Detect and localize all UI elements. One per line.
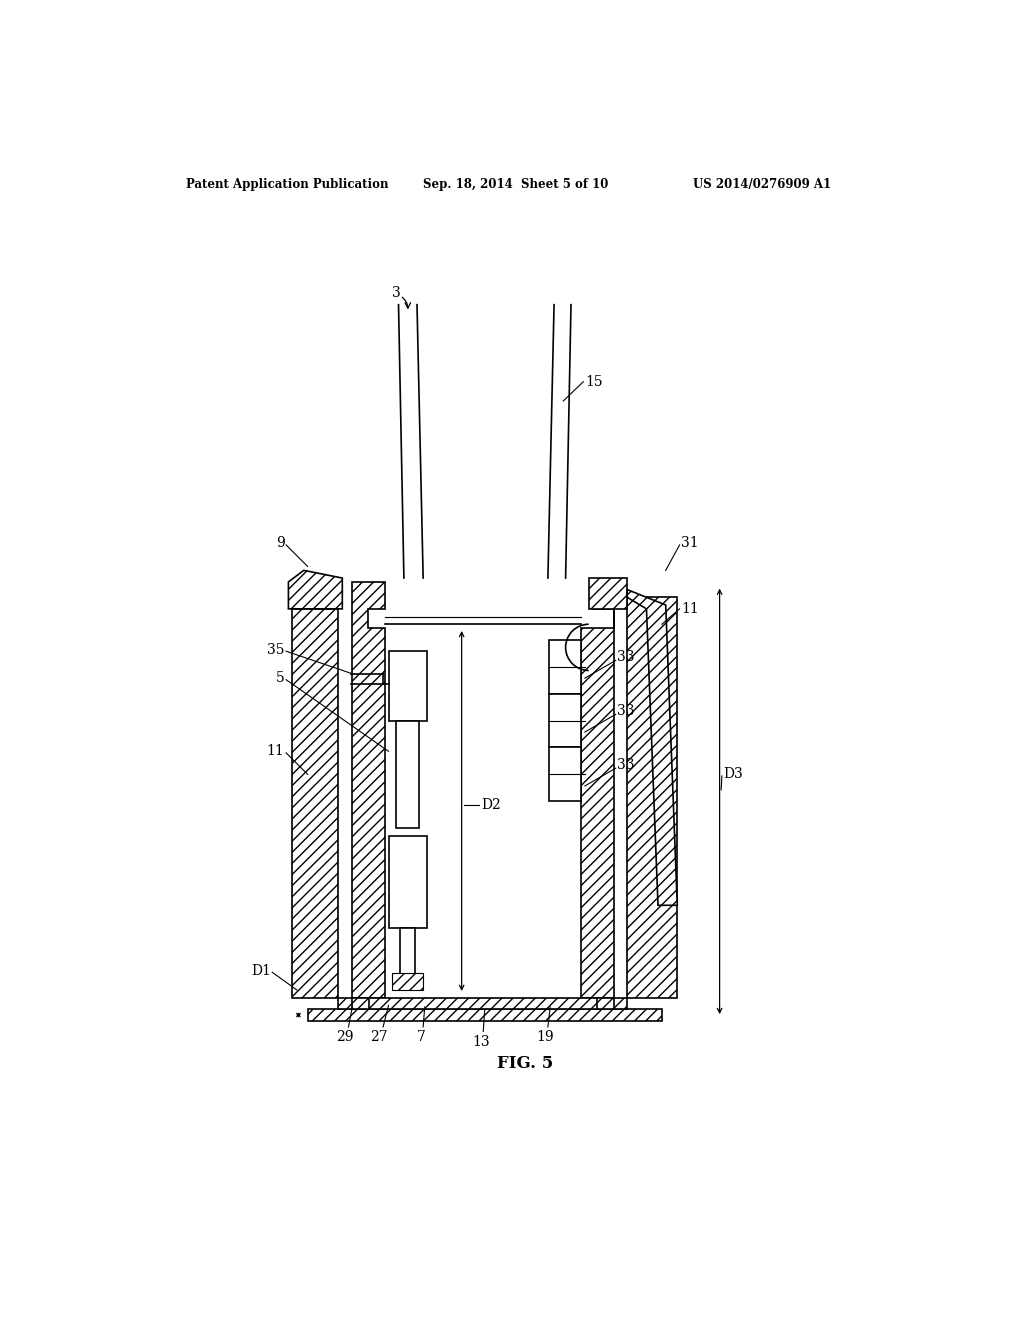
Bar [396, 721, 419, 829]
Text: 5: 5 [275, 671, 285, 685]
Text: 33: 33 [617, 705, 635, 718]
Bar [307, 1010, 662, 1020]
Bar [400, 928, 416, 974]
Text: 9: 9 [275, 536, 285, 550]
Bar [549, 693, 581, 747]
Bar [292, 609, 339, 998]
Text: D2: D2 [481, 799, 501, 812]
Text: 13: 13 [472, 1035, 489, 1048]
Bar [628, 598, 677, 998]
Bar [388, 836, 427, 928]
Bar [392, 973, 423, 990]
Text: 33: 33 [617, 758, 635, 772]
Text: 29: 29 [336, 1030, 353, 1044]
Polygon shape [352, 582, 385, 998]
Text: D1: D1 [251, 964, 270, 978]
Text: Patent Application Publication: Patent Application Publication [186, 178, 388, 190]
Polygon shape [581, 582, 614, 998]
Text: 19: 19 [536, 1030, 554, 1044]
Text: 15: 15 [585, 375, 602, 388]
Text: FIG. 5: FIG. 5 [497, 1055, 553, 1072]
Text: Sep. 18, 2014  Sheet 5 of 10: Sep. 18, 2014 Sheet 5 of 10 [423, 178, 608, 190]
Text: 11: 11 [681, 602, 698, 616]
Bar [597, 998, 614, 1010]
Bar [549, 640, 581, 693]
Bar [339, 998, 628, 1010]
Bar [549, 747, 581, 801]
Text: 27: 27 [370, 1030, 387, 1044]
Text: 33: 33 [617, 651, 635, 664]
Text: 35: 35 [267, 643, 285, 656]
Text: D3: D3 [724, 767, 743, 781]
Bar [589, 578, 628, 609]
Polygon shape [628, 590, 677, 906]
Polygon shape [289, 570, 342, 609]
Text: US 2014/0276909 A1: US 2014/0276909 A1 [692, 178, 830, 190]
Text: 7: 7 [417, 1030, 426, 1044]
Text: 3: 3 [392, 286, 401, 300]
Bar [388, 651, 427, 721]
Text: 11: 11 [267, 744, 285, 758]
Text: 31: 31 [681, 536, 698, 550]
Bar [352, 998, 370, 1010]
